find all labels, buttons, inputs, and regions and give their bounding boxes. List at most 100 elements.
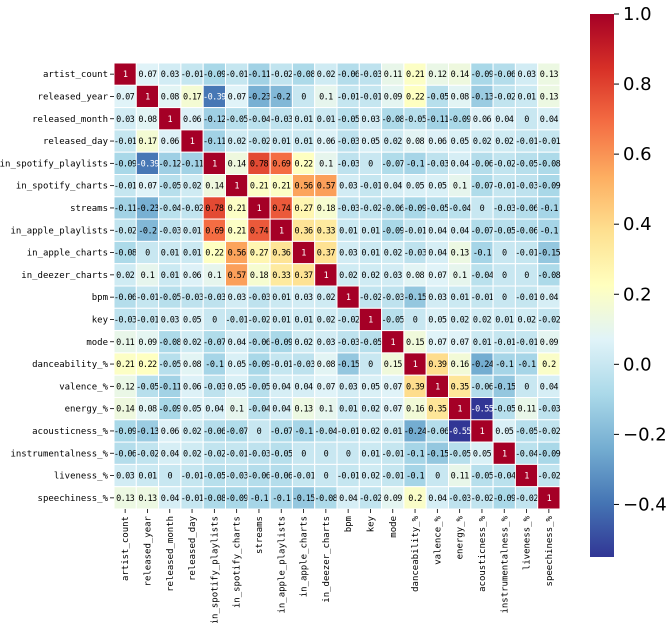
cell-label: 0.22 [406, 92, 425, 102]
cell-label: -0.01 [225, 315, 248, 325]
cell-label: 0.05 [228, 360, 247, 370]
x-tick-label: in_deezer_charts [322, 516, 332, 603]
cell-label: 0 [524, 115, 529, 125]
cell-label: 0.01 [361, 449, 380, 459]
cell-label: -0.03 [337, 137, 360, 147]
cell-label: -0.05 [381, 315, 404, 325]
cell-label: -0.09 [448, 115, 471, 125]
cell-label: 0.35 [428, 405, 447, 415]
cell-label: 1 [480, 427, 485, 437]
cell-label: 0.05 [451, 137, 470, 147]
cell-label: 1 [190, 137, 195, 147]
cell-label: 0.02 [495, 137, 514, 147]
cell-label: 0.04 [428, 494, 447, 504]
cell-label: 0.05 [473, 449, 492, 459]
y-tick-label: acousticness_% [32, 427, 108, 437]
cell-label: 0.08 [138, 115, 157, 125]
cell-label: -0.01 [225, 449, 248, 459]
cell-label: 0.36 [295, 226, 314, 236]
cell-label: -0.08 [538, 271, 561, 281]
cell-label: -0.02 [248, 137, 271, 147]
cell-label: -0.09 [404, 204, 427, 214]
cell-label: 0.02 [183, 449, 202, 459]
cell-label: -0.02 [359, 494, 382, 504]
cell-label: -0.1 [272, 494, 291, 504]
cell-label: 0.36 [272, 249, 291, 259]
cell-label: -0.39 [203, 92, 226, 102]
cell-label: 0.04 [540, 382, 559, 392]
cell-label: 0.14 [451, 70, 470, 80]
cell-label: -0.05 [493, 405, 516, 415]
cell-label: 1 [324, 271, 329, 281]
cell-label: -0.1 [295, 427, 314, 437]
cell-label: 0.2 [542, 360, 556, 370]
cell-label: 0.06 [473, 115, 492, 125]
cell-label: -0.02 [337, 315, 360, 325]
cell-label: -0.04 [471, 271, 494, 281]
cell-label: -0.06 [426, 427, 449, 437]
cell-label: 0.69 [205, 226, 224, 236]
cell-label: -0.05 [270, 449, 293, 459]
cell-label: 0.21 [406, 70, 425, 80]
cell-label: 0.08 [138, 405, 157, 415]
colorbar [590, 14, 614, 557]
y-tick-label: instrumentalness_% [10, 449, 108, 459]
cell-label: 0.21 [228, 226, 247, 236]
cell-label: -0.06 [493, 70, 516, 80]
x-tick-label: valence_% [433, 515, 443, 564]
cell-label: -0.05 [203, 472, 226, 482]
cell-label: -0.2 [272, 92, 291, 102]
cell-label: -0.06 [114, 293, 137, 303]
cell-label: -0.01 [337, 92, 360, 102]
cell-label: -0.01 [381, 449, 404, 459]
cell-label: 0.14 [228, 159, 247, 169]
cell-label: 0.01 [317, 115, 336, 125]
cell-label: -0.03 [359, 70, 382, 80]
cell-label: 0.1 [141, 271, 155, 281]
cell-label: -0.07 [381, 159, 404, 169]
cell-label: 0.04 [205, 405, 224, 415]
cell-label: -0.03 [381, 293, 404, 303]
cell-label: 0.27 [295, 204, 314, 214]
cell-label: 0.15 [384, 360, 403, 370]
cell-label: -0.11 [158, 382, 181, 392]
cell-label: 0.15 [406, 338, 425, 348]
cell-label: 0.09 [384, 92, 403, 102]
cell-label: 0 [502, 293, 507, 303]
cell-label: -0.05 [225, 115, 248, 125]
cell-label: 0.02 [361, 427, 380, 437]
cell-label: -0.07 [471, 182, 494, 192]
x-tick-label: in_apple_charts [300, 516, 310, 597]
cell-label: 0.1 [319, 92, 333, 102]
cell-label: -0.03 [515, 182, 538, 192]
cell-label: 0.11 [116, 338, 135, 348]
cell-label: 0 [346, 449, 351, 459]
cell-label: -0.01 [136, 293, 159, 303]
cell-label: 0 [368, 360, 373, 370]
cell-label: 0.01 [183, 249, 202, 259]
cell-label: -0.15 [493, 382, 516, 392]
cell-label: 0.13 [116, 494, 135, 504]
cell-label: -0.01 [181, 494, 204, 504]
cell-label: -0.02 [181, 204, 204, 214]
y-tick-label: danceability_% [32, 360, 108, 370]
cell-label: 0.01 [495, 315, 514, 325]
cell-label: 0.39 [406, 382, 425, 392]
colorbar-tick-label: 0.4 [623, 214, 652, 235]
cell-label: 0.13 [138, 494, 157, 504]
colorbar-tick-label: 0.2 [623, 284, 652, 305]
cell-label: -0.01 [515, 137, 538, 147]
cell-label: 0.04 [384, 182, 403, 192]
cell-label: 0.02 [183, 427, 202, 437]
cell-label: 0.74 [250, 226, 269, 236]
cell-label: 0 [301, 449, 306, 459]
cell-label: 0.01 [295, 137, 314, 147]
cell-label: 0.01 [295, 315, 314, 325]
cell-label: 0.07 [317, 382, 336, 392]
cell-label: -0.02 [493, 159, 516, 169]
cell-label: 0.08 [183, 360, 202, 370]
cell-label: -0.02 [493, 92, 516, 102]
cell-label: 0.04 [428, 249, 447, 259]
cell-label: -0.09 [471, 70, 494, 80]
cell-label: 0.21 [272, 182, 291, 192]
